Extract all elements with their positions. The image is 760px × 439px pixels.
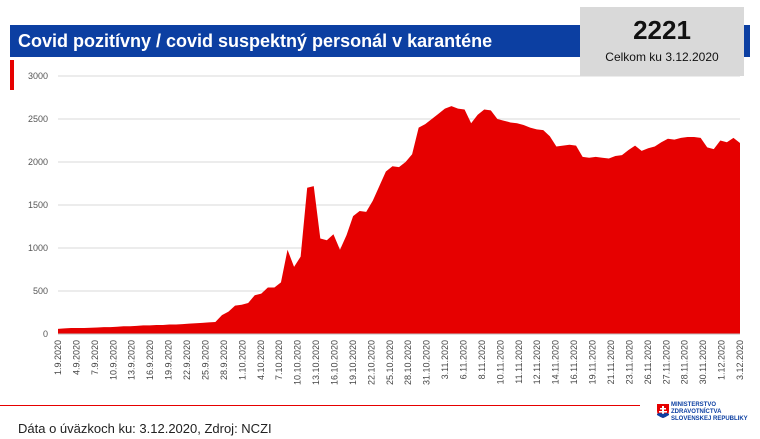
footer-divider [0, 405, 640, 406]
x-tick-label: 11.11.2020 [514, 340, 524, 384]
x-tick-label: 19.9.2020 [164, 340, 174, 380]
x-tick-label: 30.11.2020 [698, 340, 708, 384]
x-tick-label: 16.9.2020 [145, 340, 155, 380]
series-area [58, 106, 740, 334]
x-tick-label: 10.9.2020 [108, 340, 118, 380]
x-tick-label: 28.9.2020 [219, 340, 229, 380]
logo-text: MINISTERSTVO ZDRAVOTNÍCTVA SLOVENSKEJ RE… [671, 402, 748, 422]
y-tick-label: 2000 [28, 157, 48, 167]
x-tick-label: 13.10.2020 [311, 340, 321, 385]
x-tick-label: 4.9.2020 [71, 340, 81, 375]
x-tick-label: 7.10.2020 [274, 340, 284, 380]
x-tick-label: 1.10.2020 [237, 340, 247, 380]
x-tick-label: 1.9.2020 [53, 340, 63, 375]
x-tick-label: 25.10.2020 [385, 340, 395, 385]
x-tick-label: 13.9.2020 [127, 340, 137, 380]
x-tick-label: 28.10.2020 [403, 340, 413, 385]
x-tick-label: 27.11.2020 [661, 340, 671, 384]
x-tick-label: 3.11.2020 [440, 340, 450, 379]
x-tick-label: 26.11.2020 [643, 340, 653, 384]
x-tick-label: 21.11.2020 [606, 340, 616, 384]
x-tick-label: 3.12.2020 [735, 340, 745, 380]
x-tick-label: 10.10.2020 [293, 340, 303, 385]
total-box: 2221 Celkom ku 3.12.2020 [580, 7, 744, 76]
x-tick-label: 22.10.2020 [366, 340, 376, 385]
x-tick-label: 19.10.2020 [348, 340, 358, 385]
x-tick-label: 16.11.2020 [569, 340, 579, 384]
x-tick-label: 6.11.2020 [459, 340, 469, 379]
y-tick-label: 2500 [28, 114, 48, 124]
accent-mark [10, 60, 14, 90]
x-tick-label: 8.11.2020 [477, 340, 487, 379]
y-tick-label: 0 [43, 329, 48, 339]
x-tick-label: 23.11.2020 [624, 340, 634, 384]
ministry-logo: MINISTERSTVO ZDRAVOTNÍCTVA SLOVENSKEJ RE… [655, 402, 755, 432]
coat-of-arms-icon [657, 404, 669, 418]
y-tick-label: 3000 [28, 71, 48, 81]
x-tick-label: 12.11.2020 [532, 340, 542, 384]
y-tick-label: 500 [33, 286, 48, 296]
x-tick-label: 19.11.2020 [588, 340, 598, 384]
area-chart: 0 500 1000 1500 2000 2500 3000 1.9.2020 4.9.2020… [28, 71, 745, 385]
x-tick-label: 28.11.2020 [680, 340, 690, 384]
x-tick-label: 14.11.2020 [551, 340, 561, 384]
footer-source: Dáta o úväzkoch ku: 3.12.2020, Zdroj: NC… [18, 421, 272, 436]
x-tick-label: 31.10.2020 [422, 340, 432, 385]
x-tick-label: 22.9.2020 [182, 340, 192, 380]
total-value: 2221 [633, 15, 691, 45]
y-tick-label: 1500 [28, 200, 48, 210]
x-tick-label: 1.12.2020 [717, 340, 727, 380]
y-tick-label: 1000 [28, 243, 48, 253]
x-tick-label: 25.9.2020 [200, 340, 210, 380]
x-tick-label: 10.11.2020 [495, 340, 505, 384]
total-caption: Celkom ku 3.12.2020 [605, 50, 719, 64]
x-tick-label: 7.9.2020 [90, 340, 100, 375]
x-tick-label: 16.10.2020 [329, 340, 339, 385]
x-tick-label: 4.10.2020 [256, 340, 266, 380]
